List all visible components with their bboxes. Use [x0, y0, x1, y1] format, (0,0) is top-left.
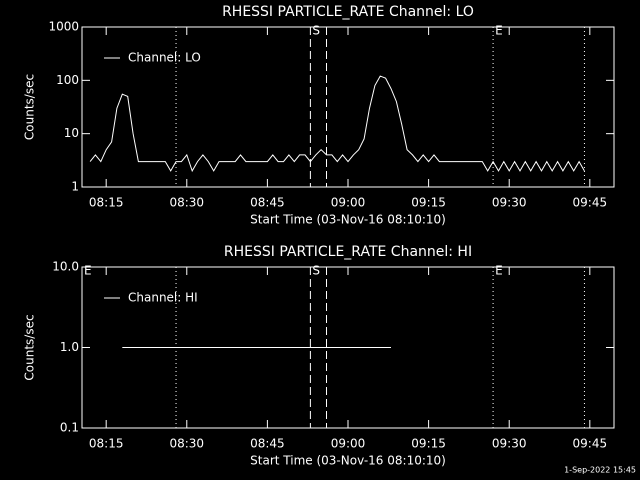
- flag-label: E: [84, 264, 92, 278]
- flag-label: E: [495, 24, 503, 38]
- y-tick-label: 1.0: [60, 340, 79, 354]
- y-tick-label: 1000: [48, 20, 79, 34]
- y-tick-label: 0.1: [60, 421, 79, 435]
- chart-title: RHESSI PARTICLE_RATE Channel: HI: [224, 244, 472, 260]
- x-tick-label: 08:15: [89, 196, 124, 210]
- legend-label: Channel: HI: [128, 291, 198, 305]
- y-axis-label: Counts/sec: [23, 314, 37, 380]
- x-tick-label: 08:15: [89, 437, 124, 451]
- flag-label: E: [495, 264, 503, 278]
- x-tick-label: 08:30: [169, 437, 204, 451]
- x-tick-label: 09:00: [331, 196, 366, 210]
- y-axis-label: Counts/sec: [23, 74, 37, 140]
- flag-label: S: [312, 264, 320, 278]
- x-tick-label: 09:15: [411, 437, 446, 451]
- x-tick-label: 09:30: [492, 437, 527, 451]
- legend-label: Channel: LO: [128, 51, 201, 65]
- y-tick-label: 10.0: [52, 260, 79, 274]
- y-tick-label: 1: [71, 180, 79, 194]
- y-tick-label: 10: [64, 126, 79, 140]
- x-tick-label: 09:00: [331, 437, 366, 451]
- chart-title: RHESSI PARTICLE_RATE Channel: LO: [222, 4, 474, 20]
- x-axis-label: Start Time (03-Nov-16 08:10:10): [250, 213, 446, 227]
- data-line: [89, 75, 585, 173]
- x-tick-label: 08:45: [250, 196, 285, 210]
- x-tick-label: 09:45: [573, 196, 608, 210]
- x-tick-label: 09:15: [411, 196, 446, 210]
- y-tick-label: 100: [56, 73, 79, 87]
- x-tick-label: 09:30: [492, 196, 527, 210]
- x-tick-label: 08:45: [250, 437, 285, 451]
- x-tick-label: 08:30: [169, 196, 204, 210]
- flag-label: S: [312, 24, 320, 38]
- x-tick-label: 09:45: [573, 437, 608, 451]
- x-axis-label: Start Time (03-Nov-16 08:10:10): [250, 454, 446, 468]
- footer: 1-Sep-2022 15:45: [564, 466, 636, 475]
